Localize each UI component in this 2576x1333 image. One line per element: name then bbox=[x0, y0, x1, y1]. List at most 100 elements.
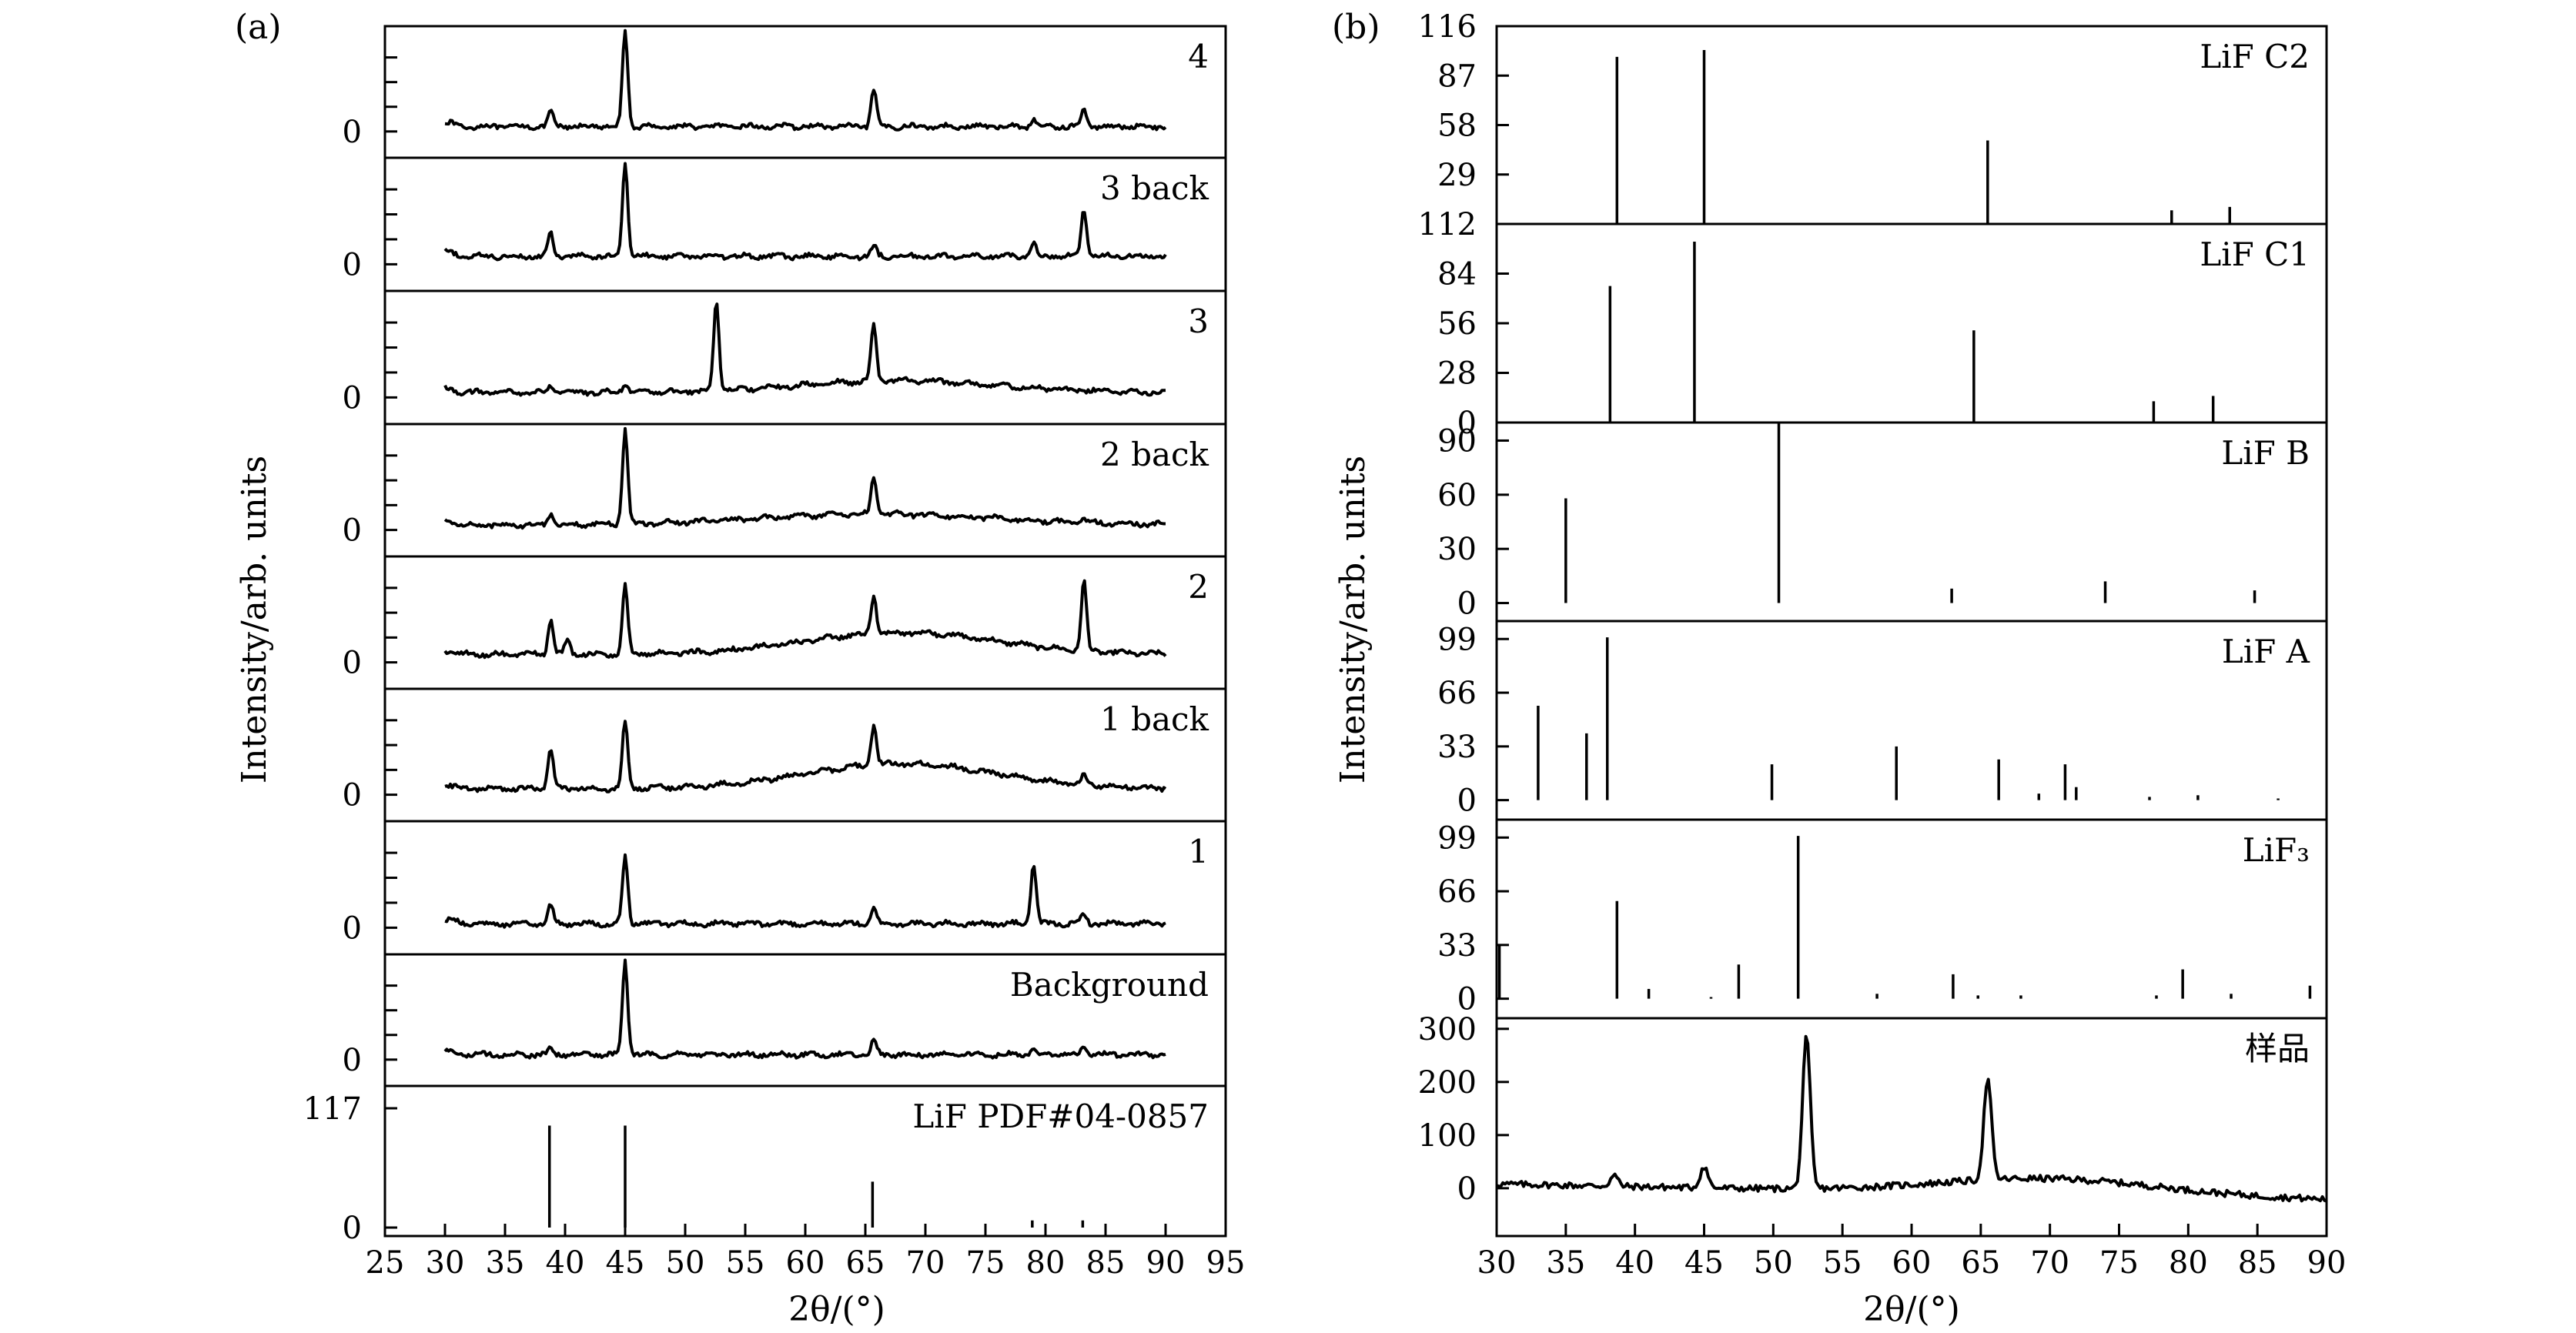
ytick-label: 99 bbox=[1437, 622, 1477, 657]
ytick-label: 33 bbox=[1437, 928, 1477, 964]
xtick-label: 80 bbox=[2169, 1245, 2208, 1281]
ytick-label: 28 bbox=[1437, 356, 1477, 392]
xtick-label: 70 bbox=[2030, 1245, 2069, 1281]
panel-b-ylabel: Intensity/arb. units bbox=[1333, 456, 1373, 783]
panel-b-subplot-2: 112 84 56 28 0 LiF C1 bbox=[1418, 207, 2328, 441]
xtick-label: 90 bbox=[2307, 1245, 2347, 1281]
ytick-label-max: 117 bbox=[303, 1091, 362, 1127]
xtick-label: 45 bbox=[1684, 1245, 1724, 1281]
panel-a-xlabel: 2θ/(°) bbox=[788, 1290, 885, 1329]
xtick-label: 90 bbox=[1146, 1245, 1186, 1281]
subplot-label: 1 back bbox=[1100, 700, 1209, 738]
subplot-frame bbox=[1495, 620, 2328, 821]
panel-a-subplot-4: 0 2 back bbox=[343, 423, 1227, 558]
ytick-label: 0 bbox=[1457, 982, 1477, 1017]
panel-a-subplot-6: 0 1 back bbox=[343, 687, 1227, 823]
xtick-label: 50 bbox=[1754, 1245, 1793, 1281]
ytick-label: 33 bbox=[1437, 730, 1477, 765]
ytick-label: 0 bbox=[343, 247, 362, 282]
panel-b-xaxis: 30 35 40 45 50 55 60 65 70 75 80 85 90 bbox=[1477, 1224, 2347, 1281]
panel-a-subplot-8: 0 Background bbox=[343, 953, 1227, 1087]
panel-b-subplot-6: 300 200 100 0 样品 bbox=[1418, 1012, 2328, 1238]
ytick-label: 112 bbox=[1418, 207, 1477, 242]
panel-b-subplot-4: 99 66 33 0 LiF A bbox=[1437, 620, 2328, 821]
panel-b-label: (b) bbox=[1332, 8, 1380, 47]
subplot-label: Background bbox=[1010, 966, 1209, 1004]
subplot-frame bbox=[1495, 421, 2328, 623]
subplot-frame bbox=[383, 25, 1227, 159]
xtick-label: 60 bbox=[1892, 1245, 1932, 1281]
ytick-label: 66 bbox=[1437, 676, 1477, 711]
reference-label: LiF PDF#04-0857 bbox=[912, 1097, 1209, 1135]
panel-a-subplot-2: 0 3 back bbox=[343, 156, 1227, 292]
panel-a-subplot-3: 03 bbox=[343, 289, 1227, 426]
ytick-label: 58 bbox=[1437, 109, 1477, 144]
spectrum-trace bbox=[444, 853, 1166, 929]
subplot-label: LiF B bbox=[2221, 434, 2310, 472]
ytick-label: 0 bbox=[343, 513, 362, 549]
xtick-label: 55 bbox=[1823, 1245, 1862, 1281]
subplot-label: 2 back bbox=[1100, 436, 1209, 473]
subplot-label: LiF C2 bbox=[2200, 38, 2310, 75]
ytick-label: 0 bbox=[343, 778, 362, 813]
panel-b-subplot-3: 90 60 30 0 LiF B bbox=[1437, 421, 2328, 623]
ytick-label: 0 bbox=[343, 115, 362, 150]
spectrum-trace bbox=[443, 579, 1167, 660]
subplot-label: LiF A bbox=[2222, 633, 2310, 670]
subplot-frame bbox=[1495, 1017, 2328, 1238]
xtick-label: 60 bbox=[786, 1245, 825, 1281]
spectrum-trace bbox=[443, 162, 1167, 262]
xtick-label: 95 bbox=[1206, 1245, 1246, 1281]
subplot-label: 3 bbox=[1188, 302, 1209, 340]
xtick-label: 50 bbox=[666, 1245, 705, 1281]
spectrum-trace bbox=[443, 958, 1166, 1060]
xtick-label: 55 bbox=[726, 1245, 765, 1281]
panel-b-xlabel: 2θ/(°) bbox=[1863, 1290, 1960, 1329]
ytick-label: 60 bbox=[1437, 478, 1477, 513]
xtick-label: 75 bbox=[966, 1245, 1005, 1281]
panel-b: (b) Intensity/arb. units 2θ/(°) 116 87 58 2… bbox=[1332, 8, 2346, 1329]
xtick-label: 85 bbox=[2238, 1245, 2277, 1281]
ytick-label: 87 bbox=[1437, 58, 1477, 94]
panel-b-subplot-5: 99 66 33 0 LiF₃ bbox=[1437, 818, 2328, 1020]
spectrum-trace bbox=[444, 28, 1167, 132]
xtick-label: 40 bbox=[1615, 1245, 1654, 1281]
ytick-label: 100 bbox=[1418, 1118, 1477, 1154]
xtick-label: 75 bbox=[2099, 1245, 2139, 1281]
subplot-label: 3 back bbox=[1100, 169, 1209, 207]
xtick-label: 45 bbox=[606, 1245, 645, 1281]
panel-a-label: (a) bbox=[235, 8, 282, 47]
subplot-label: 2 bbox=[1188, 568, 1209, 606]
xtick-label: 25 bbox=[366, 1245, 405, 1281]
xtick-label: 35 bbox=[486, 1245, 525, 1281]
panel-a-subplot-7: 01 bbox=[343, 820, 1227, 956]
ytick-label: 0 bbox=[343, 910, 362, 946]
ytick-label: 0 bbox=[1457, 783, 1477, 819]
ytick-label: 0 bbox=[343, 1043, 362, 1078]
xtick-label: 70 bbox=[906, 1245, 945, 1281]
spectrum-trace bbox=[444, 720, 1167, 793]
ytick-label: 0 bbox=[343, 380, 362, 416]
xtick-label: 65 bbox=[846, 1245, 885, 1281]
ytick-label: 66 bbox=[1437, 874, 1477, 910]
subplot-label: 样品 bbox=[2245, 1030, 2310, 1067]
subplot-frame bbox=[383, 289, 1227, 426]
ytick-label: 29 bbox=[1437, 158, 1477, 193]
ytick-label: 200 bbox=[1418, 1065, 1477, 1101]
panel-b-subplot-1: 116 87 58 29 LiF C2 bbox=[1418, 9, 2328, 226]
subplot-frame bbox=[1495, 818, 2328, 1020]
panel-a-subplot-1: 04 bbox=[343, 25, 1227, 159]
ytick-label: 90 bbox=[1437, 423, 1477, 459]
ytick-label: 0 bbox=[1457, 1171, 1477, 1207]
subplot-frame bbox=[383, 820, 1227, 956]
subplot-label: 1 bbox=[1188, 833, 1209, 870]
ytick-label: 84 bbox=[1437, 257, 1477, 292]
ytick-label-min: 0 bbox=[343, 1211, 362, 1246]
ytick-label: 300 bbox=[1418, 1012, 1477, 1047]
xtick-label: 30 bbox=[426, 1245, 465, 1281]
xtick-label: 30 bbox=[1477, 1245, 1517, 1281]
